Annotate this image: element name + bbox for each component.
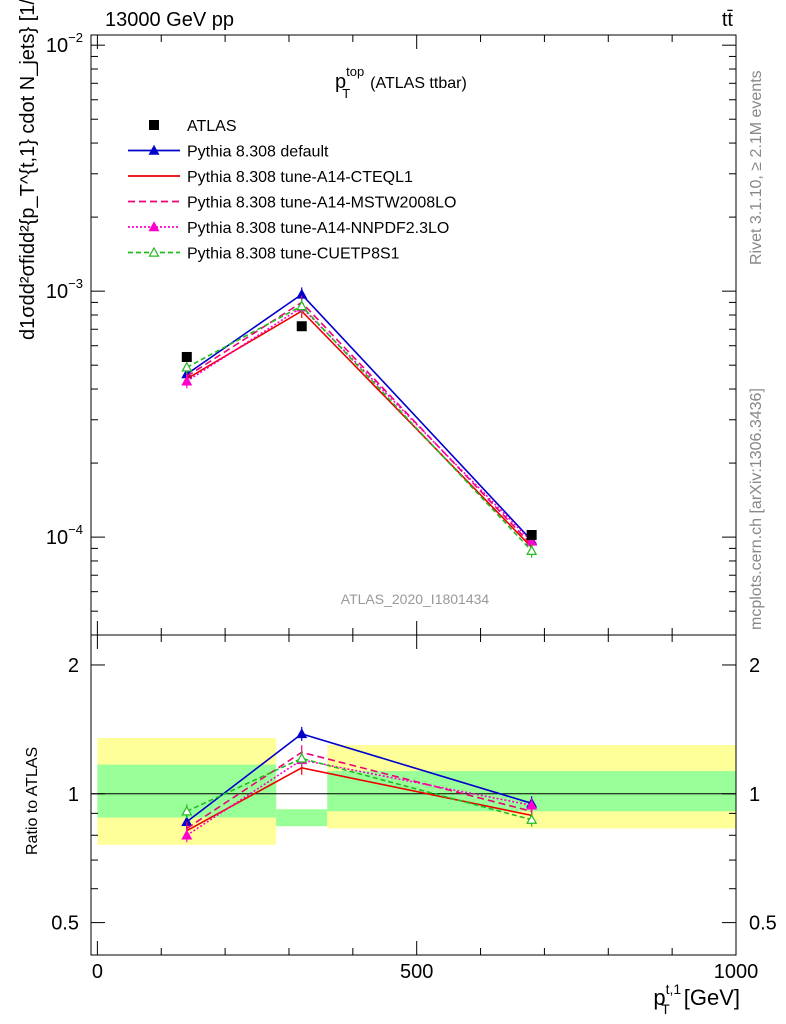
main-plot-area xyxy=(181,287,538,558)
ratio-y-label: Ratio to ATLAS xyxy=(24,747,41,855)
tick-base: 10 xyxy=(46,281,68,303)
ratio-panel: 2 2 1 1 0.5 0.5 0 500 1000 xyxy=(51,634,777,983)
tick-base: 10 xyxy=(46,35,68,57)
legend-marker-0 xyxy=(149,120,159,130)
series-line-1 xyxy=(186,310,533,548)
ratio-bands xyxy=(91,738,736,845)
legend-label-1: Pythia 8.308 default xyxy=(187,144,329,161)
ratio-frame xyxy=(90,634,737,956)
ratio-x-ticks: 0 500 1000 xyxy=(92,635,758,983)
legend-marker-4 xyxy=(148,221,160,232)
main-y-label: d1σdd²σfidd²{p_T^{t,1} cdot N_jets} [1/G… xyxy=(17,0,39,340)
legend-label-5: Pythia 8.308 tune-CUETP8S1 xyxy=(187,246,400,263)
legend-label-0: ATLAS xyxy=(187,118,237,135)
x-label-main: p xyxy=(653,985,665,1010)
x-axis-label: pt,1 T [GeV] xyxy=(653,981,740,1017)
mcplots-label: mcplots.cern.ch [arXiv:1306.3436] xyxy=(748,388,765,630)
ratio-x-tick-label-2: 1000 xyxy=(714,961,759,983)
analysis-watermark: ATLAS_2020_I1801434 xyxy=(341,591,490,607)
ratio-y-ticks: 2 2 1 1 0.5 0.5 xyxy=(51,655,777,935)
header-process-label: tt̄ xyxy=(722,9,734,31)
series-4-point-0 xyxy=(181,361,193,372)
data-point-1 xyxy=(296,321,307,332)
legend-marker-5 xyxy=(148,246,160,257)
series-4-point-2 xyxy=(526,813,538,824)
series-4-point-2 xyxy=(526,545,538,555)
series-4-point-1 xyxy=(296,752,308,763)
x-label-sup: t,1 xyxy=(666,981,682,997)
ratio-band-inner-1 xyxy=(276,809,328,827)
series-4-point-0 xyxy=(181,805,193,816)
x-label-sub: T xyxy=(661,1001,670,1017)
data-point-2 xyxy=(526,530,537,541)
series-0-point-1 xyxy=(296,728,308,739)
tick-exponent: −4 xyxy=(68,522,83,537)
tick-base: 10 xyxy=(46,527,68,549)
ratio-x-tick-label-1: 500 xyxy=(400,961,433,983)
data-point-0 xyxy=(181,351,192,362)
legend: ATLAS Pythia 8.308 default Pythia 8.308 tu… xyxy=(128,118,456,263)
tick-exponent: −2 xyxy=(68,30,83,45)
ratio-y-tick-label-right-0: 2 xyxy=(749,655,760,677)
title-sub: T xyxy=(342,86,350,101)
series-3-point-2 xyxy=(526,799,538,810)
ratio-y-tick-label-right-2: 0.5 xyxy=(749,913,777,935)
main-y-tick-label-2: 10−4 xyxy=(46,522,83,549)
legend-label-2: Pythia 8.308 tune-A14-CTEQL1 xyxy=(187,169,413,186)
legend-marker-1 xyxy=(148,144,160,155)
title-sup: top xyxy=(346,64,364,79)
title-suffix: (ATLAS ttbar) xyxy=(370,75,467,92)
series-3-point-0 xyxy=(181,829,193,840)
main-y-tick-label-0: 10−2 xyxy=(46,30,83,57)
header-energy-label: 13000 GeV pp xyxy=(105,9,234,31)
title-main: p xyxy=(335,71,346,93)
series-line-0 xyxy=(186,293,533,541)
legend-label-3: Pythia 8.308 tune-A14-MSTW2008LO xyxy=(187,195,456,212)
main-y-ticks: 10−210−310−4 xyxy=(46,30,737,636)
ratio-y-tick-label-1: 1 xyxy=(68,784,79,806)
ratio-y-tick-label-0: 2 xyxy=(68,655,79,677)
series-line-4 xyxy=(186,757,532,821)
ratio-y-tick-label-right-1: 1 xyxy=(749,784,760,806)
ratio-y-tick-label-2: 0.5 xyxy=(51,913,79,935)
ratio-plot-area xyxy=(181,726,538,843)
ratio-x-tick-label-0: 0 xyxy=(92,961,103,983)
series-3-point-0 xyxy=(181,375,193,386)
legend-label-4: Pythia 8.308 tune-A14-NNPDF2.3LO xyxy=(187,220,449,237)
series-4-point-1 xyxy=(296,300,308,311)
tick-exponent: −3 xyxy=(68,276,83,291)
main-y-tick-label-1: 10−3 xyxy=(46,276,83,303)
main-title: ptop T (ATLAS ttbar) xyxy=(335,64,467,101)
main-panel: 10−210−310−4 xyxy=(46,30,737,636)
rivet-version-label: Rivet 3.1.10, ≥ 2.1M events xyxy=(748,70,765,265)
x-label-unit: [GeV] xyxy=(684,985,740,1010)
